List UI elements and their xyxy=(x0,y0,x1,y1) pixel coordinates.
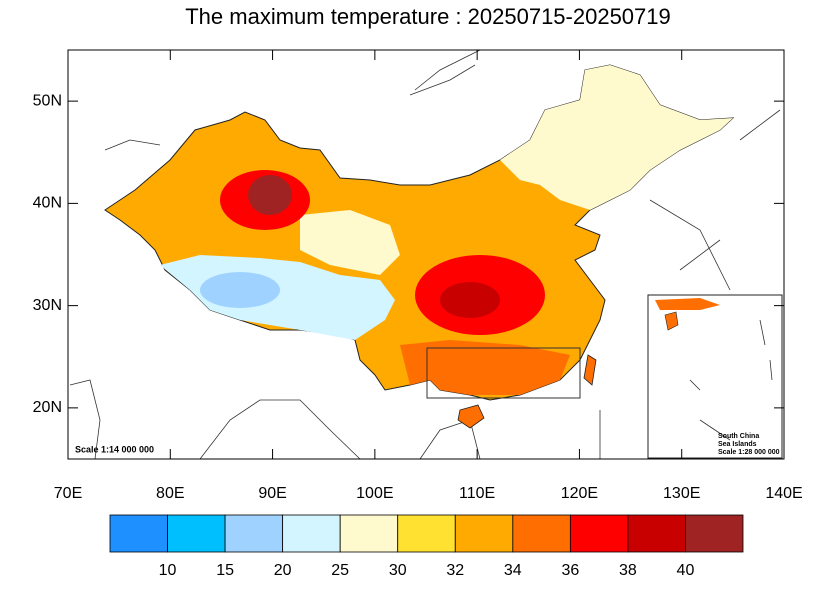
colorbar-label: 32 xyxy=(446,562,464,579)
y-tick-label: 30N xyxy=(33,297,62,314)
x-tick-label: 130E xyxy=(663,485,700,502)
inset-dashes xyxy=(689,319,773,441)
x-tick-label: 100E xyxy=(356,485,393,502)
y-tick-label: 20N xyxy=(33,399,62,416)
colorbar-label: 30 xyxy=(389,562,407,579)
taiwan xyxy=(583,354,597,386)
patch-tibet-cool xyxy=(200,272,280,308)
x-tick-label: 110E xyxy=(459,485,495,502)
colorbar-label: 15 xyxy=(216,562,234,579)
patch-south xyxy=(400,340,570,395)
colorbar-box xyxy=(454,514,514,553)
colorbar-label: 25 xyxy=(331,562,349,579)
colorbar-box xyxy=(685,514,744,553)
colorbar-label: 34 xyxy=(504,562,522,579)
colorbar-label: 40 xyxy=(677,562,695,579)
inset-title: Sea Islands xyxy=(718,441,757,448)
x-tick-label: 90E xyxy=(258,485,286,502)
patch-xinjiang-core xyxy=(248,175,292,215)
inset-title: South China xyxy=(718,433,759,440)
colorbar-label: 36 xyxy=(561,562,579,579)
colorbar-box xyxy=(224,514,284,553)
inset-hainan xyxy=(664,311,679,331)
colorbar-box xyxy=(397,514,456,553)
map-frame xyxy=(67,49,785,460)
colorbar-box xyxy=(512,514,571,553)
colorbar-box xyxy=(339,514,399,553)
colorbar-box xyxy=(167,514,226,553)
colorbar-box xyxy=(282,514,341,553)
title: The maximum temperature : 20250715-20250… xyxy=(185,4,671,29)
patch-plateau xyxy=(300,210,400,275)
colorbar-box xyxy=(109,514,168,553)
inset-coast xyxy=(655,298,720,310)
inset-scale: Scale 1:28 000 000 xyxy=(718,449,780,456)
colorbar-box xyxy=(569,514,629,553)
colorbar-label: 20 xyxy=(274,562,292,579)
y-tick-label: 50N xyxy=(33,92,62,109)
colorbar-label: 38 xyxy=(619,562,637,579)
map-scale: Scale 1:14 000 000 xyxy=(75,444,154,454)
inset-extent-box xyxy=(426,347,581,399)
x-tick-label: 70E xyxy=(54,485,82,502)
hainan xyxy=(457,404,485,429)
x-tick-label: 80E xyxy=(156,485,184,502)
x-tick-label: 120E xyxy=(561,485,598,502)
map-body: South China Sea Islands Scale 1:28 000 0… xyxy=(67,49,785,460)
colorbar-label: 10 xyxy=(159,562,177,579)
y-tick-label: 40N xyxy=(33,195,62,212)
x-tick-label: 140E xyxy=(765,485,802,502)
patch-northeast xyxy=(500,65,733,210)
colorbar-box xyxy=(627,514,686,553)
patch-sichuan-core xyxy=(440,282,500,318)
